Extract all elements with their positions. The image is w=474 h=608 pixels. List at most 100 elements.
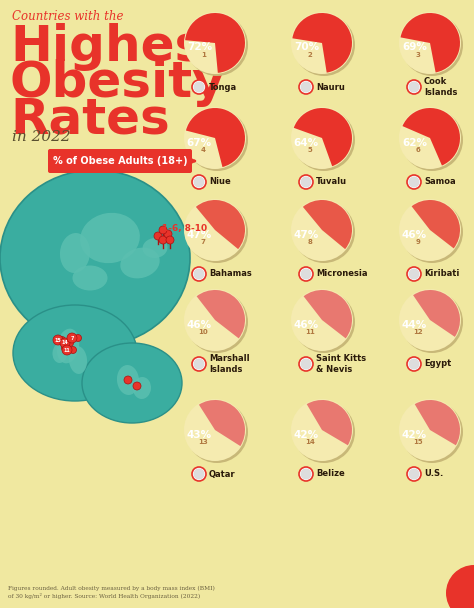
Text: 1-6, 8-10: 1-6, 8-10 xyxy=(162,224,207,232)
Text: 14: 14 xyxy=(62,340,68,345)
Circle shape xyxy=(409,359,419,370)
Text: 9: 9 xyxy=(416,239,421,244)
Ellipse shape xyxy=(69,346,87,374)
Text: Qatar: Qatar xyxy=(209,469,236,478)
Circle shape xyxy=(301,269,311,280)
Text: Marshall
Islands: Marshall Islands xyxy=(209,354,250,374)
Text: 6: 6 xyxy=(416,147,421,153)
Circle shape xyxy=(159,236,167,244)
Circle shape xyxy=(291,289,353,351)
Circle shape xyxy=(301,359,311,370)
Text: Egypt: Egypt xyxy=(424,359,451,368)
Text: Niue: Niue xyxy=(209,178,231,187)
Wedge shape xyxy=(197,290,245,339)
Circle shape xyxy=(133,382,141,390)
Text: 69%: 69% xyxy=(402,43,427,52)
Wedge shape xyxy=(411,200,460,249)
Ellipse shape xyxy=(57,329,79,364)
Circle shape xyxy=(293,109,355,171)
Wedge shape xyxy=(186,108,245,167)
Text: Micronesia: Micronesia xyxy=(316,269,367,278)
Circle shape xyxy=(186,14,248,76)
Text: 10: 10 xyxy=(199,329,208,334)
Wedge shape xyxy=(415,400,460,445)
Circle shape xyxy=(407,80,421,94)
Circle shape xyxy=(184,12,246,74)
Text: 15: 15 xyxy=(55,337,61,342)
Wedge shape xyxy=(446,565,474,608)
Circle shape xyxy=(164,230,172,238)
Text: 42%: 42% xyxy=(402,429,427,440)
Text: U.S.: U.S. xyxy=(424,469,443,478)
Ellipse shape xyxy=(73,266,108,291)
Circle shape xyxy=(299,80,313,94)
Text: Bahamas: Bahamas xyxy=(209,269,252,278)
Circle shape xyxy=(124,376,132,384)
Text: in 2022: in 2022 xyxy=(12,130,71,144)
Text: 62%: 62% xyxy=(402,137,427,148)
Text: Kiribati: Kiribati xyxy=(424,269,459,278)
Text: 4: 4 xyxy=(201,147,206,153)
Text: 67%: 67% xyxy=(187,137,212,148)
Text: 11: 11 xyxy=(305,329,315,334)
Circle shape xyxy=(62,345,69,351)
Circle shape xyxy=(58,336,65,344)
Text: 5: 5 xyxy=(308,147,313,153)
Circle shape xyxy=(399,107,461,169)
Circle shape xyxy=(196,435,210,449)
Circle shape xyxy=(399,399,461,461)
Text: Obesity: Obesity xyxy=(10,59,226,107)
Circle shape xyxy=(301,176,311,187)
Ellipse shape xyxy=(133,377,151,399)
Text: 12: 12 xyxy=(413,329,423,334)
Circle shape xyxy=(401,201,463,263)
FancyBboxPatch shape xyxy=(48,149,192,173)
Circle shape xyxy=(193,176,204,187)
Circle shape xyxy=(192,357,206,371)
Circle shape xyxy=(196,325,210,339)
Text: 47%: 47% xyxy=(294,229,319,240)
Circle shape xyxy=(291,399,353,461)
Text: 64%: 64% xyxy=(294,137,319,148)
Text: Belize: Belize xyxy=(316,469,345,478)
Wedge shape xyxy=(304,290,352,339)
Circle shape xyxy=(299,267,313,281)
Text: 7: 7 xyxy=(201,239,206,244)
Circle shape xyxy=(193,81,204,92)
Text: 46%: 46% xyxy=(402,229,427,240)
Wedge shape xyxy=(307,400,352,445)
Circle shape xyxy=(299,467,313,481)
Circle shape xyxy=(401,109,463,171)
Text: 72%: 72% xyxy=(187,43,212,52)
Circle shape xyxy=(66,339,73,347)
Circle shape xyxy=(299,357,313,371)
Wedge shape xyxy=(185,13,245,73)
Text: 46%: 46% xyxy=(187,319,212,330)
Text: 11: 11 xyxy=(64,348,70,353)
Circle shape xyxy=(409,269,419,280)
Text: 46%: 46% xyxy=(294,319,319,330)
Circle shape xyxy=(407,357,421,371)
Circle shape xyxy=(193,359,204,370)
Circle shape xyxy=(301,469,311,480)
Text: Tonga: Tonga xyxy=(209,83,237,91)
Text: Highest: Highest xyxy=(10,23,228,71)
Text: 44%: 44% xyxy=(402,319,427,330)
Text: 8: 8 xyxy=(308,239,313,244)
Circle shape xyxy=(159,226,167,234)
Circle shape xyxy=(399,289,461,351)
Circle shape xyxy=(184,107,246,169)
Circle shape xyxy=(67,333,77,343)
Circle shape xyxy=(401,291,463,353)
Circle shape xyxy=(186,201,248,263)
Circle shape xyxy=(303,47,317,61)
Circle shape xyxy=(184,289,246,351)
Circle shape xyxy=(407,175,421,189)
Text: 3: 3 xyxy=(416,52,421,58)
Circle shape xyxy=(407,267,421,281)
Circle shape xyxy=(196,47,210,61)
Ellipse shape xyxy=(117,365,139,395)
Circle shape xyxy=(303,143,317,157)
Circle shape xyxy=(411,325,425,339)
Circle shape xyxy=(303,325,317,339)
